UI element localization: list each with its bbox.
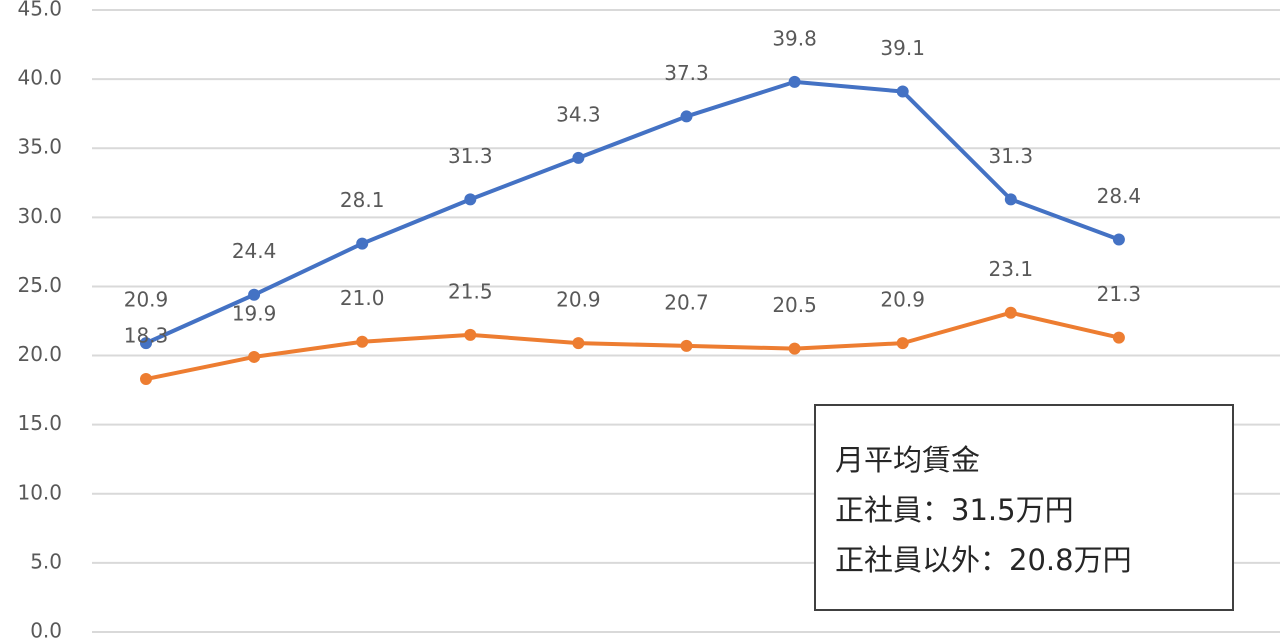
data-label: 39.8 (772, 26, 817, 50)
marker (1112, 331, 1125, 344)
y-tick-label: 5.0 (30, 549, 62, 573)
data-label: 20.7 (664, 290, 709, 314)
grid: 0.0 5.0 10.0 15.0 20.0 25.0 30.0 35.0 40.0 45.0 (17, 0, 1280, 640)
data-label: 28.4 (1097, 184, 1142, 208)
marker (896, 85, 909, 98)
data-label: 21.3 (1097, 282, 1142, 306)
marker (788, 75, 801, 88)
data-label: 21.5 (448, 279, 493, 303)
series-line (145, 310, 1120, 382)
y-tick-label: 40.0 (17, 66, 62, 90)
y-tick-label: 30.0 (17, 204, 62, 228)
data-label: 20.9 (124, 288, 169, 312)
plot: 20.9 24.4 28.1 31.3 34.3 37.3 39.8 39.1 31.3 28.4… (124, 26, 1142, 386)
marker (1004, 193, 1017, 206)
annotation: 正社員：31.5万円 (835, 493, 1074, 527)
marker (896, 337, 909, 350)
y-tick-label: 25.0 (17, 273, 62, 297)
y-tick-label: 20.0 (17, 342, 62, 366)
marker (572, 337, 585, 350)
data-label: 19.9 (232, 301, 277, 325)
data-label: 18.3 (124, 324, 169, 348)
annotation: 月平均賃金 (835, 443, 980, 477)
data-label: 20.9 (556, 288, 601, 312)
marker (1004, 306, 1017, 319)
marker (464, 193, 477, 206)
marker (248, 288, 261, 301)
marker (1112, 233, 1125, 246)
annotation: 正社員以外：20.8万円 (835, 543, 1132, 577)
marker (248, 350, 261, 363)
data-label: 28.1 (340, 188, 385, 212)
data-label: 31.3 (448, 144, 493, 168)
marker (788, 342, 801, 355)
y-tick-label: 15.0 (17, 411, 62, 435)
data-label: 37.3 (664, 61, 709, 85)
y-tick-label: 10.0 (17, 480, 62, 504)
data-label: 20.5 (772, 293, 817, 317)
marker (356, 237, 369, 250)
y-tick-label: 0.0 (30, 619, 62, 640)
series-line (145, 79, 1120, 345)
data-label: 31.3 (989, 144, 1034, 168)
data-label: 34.3 (556, 102, 601, 126)
marker (356, 335, 369, 348)
data-label: 39.1 (880, 36, 925, 60)
annotation-box (814, 404, 1234, 611)
data-label: 20.9 (880, 288, 925, 312)
marker (140, 337, 152, 350)
data-label: 21.0 (340, 286, 385, 310)
y-tick-label: 45.0 (17, 0, 62, 21)
data-label: 24.4 (232, 239, 277, 263)
marker (464, 328, 477, 341)
y-tick-label: 35.0 (17, 135, 62, 159)
marker (680, 110, 693, 123)
marker (140, 373, 152, 386)
marker (680, 339, 693, 352)
marker (572, 151, 585, 164)
data-label: 23.1 (989, 257, 1034, 281)
